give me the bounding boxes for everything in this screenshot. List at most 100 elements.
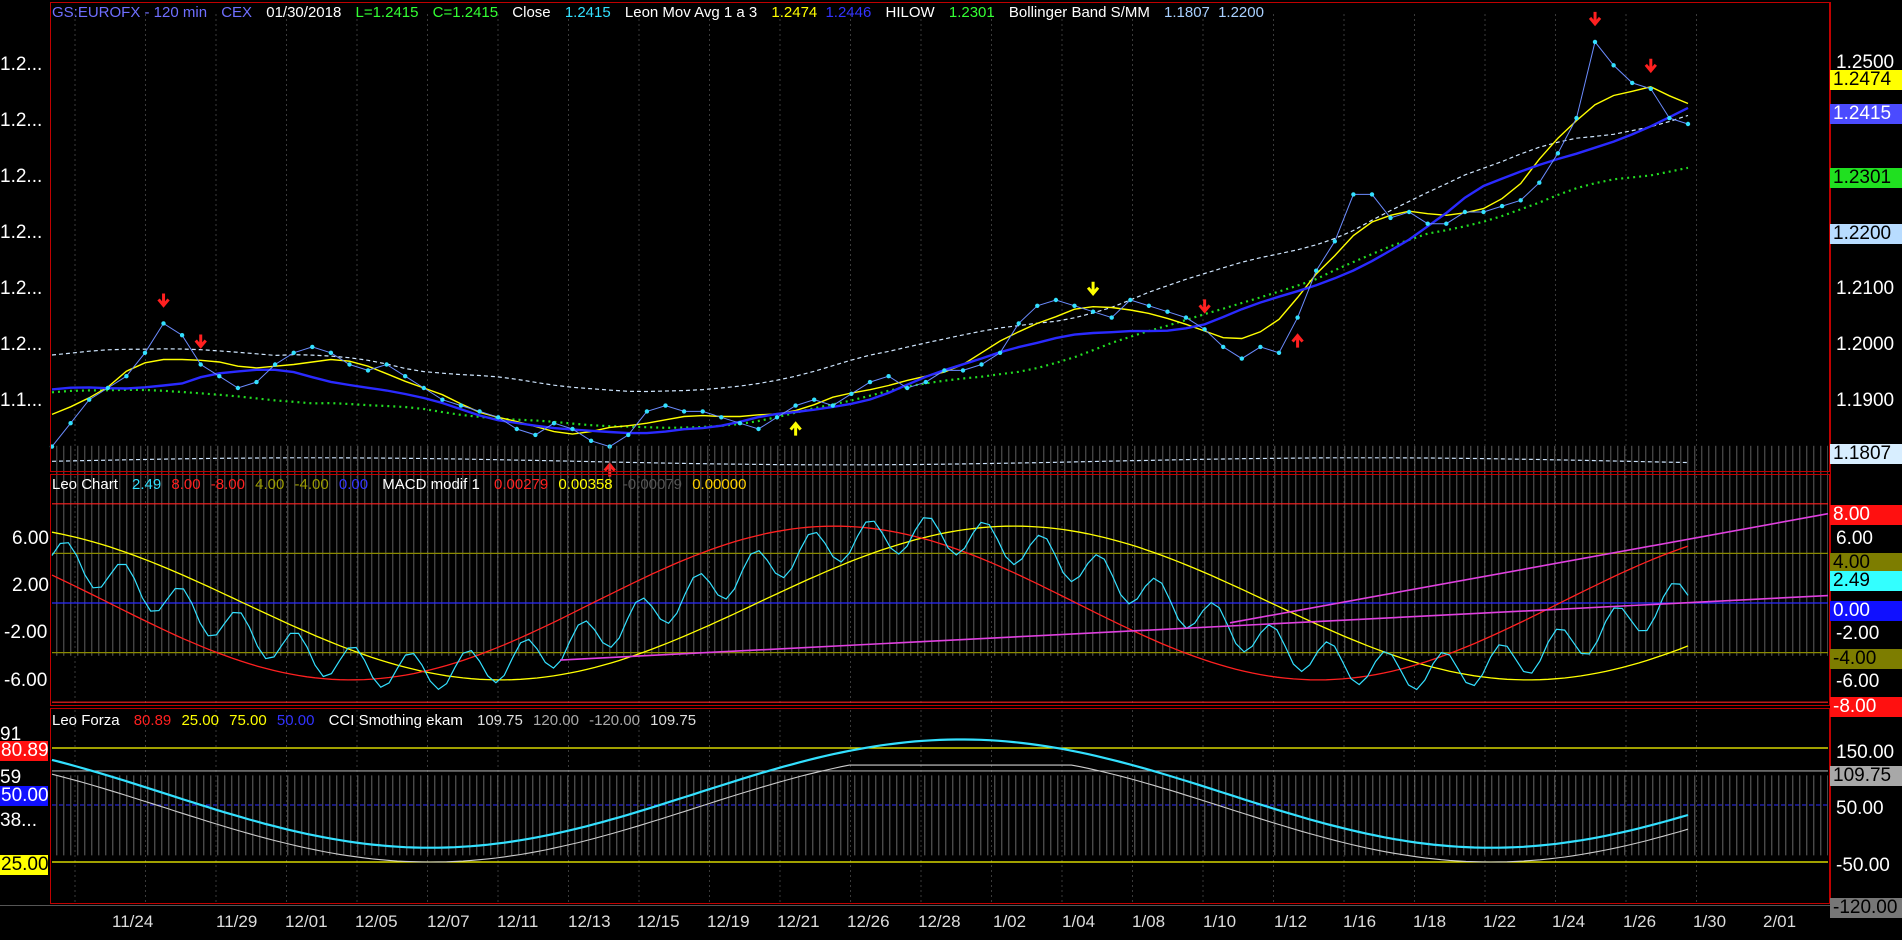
close-point [1295,315,1300,320]
close-point [87,397,92,402]
close-point [1406,209,1412,215]
macd-level-minus-4-tag: -4.00 [1830,649,1902,669]
date-tick: 12/21 [777,912,820,931]
close-point [1648,86,1654,92]
close-point [1537,180,1542,185]
price-left-tick: 1.2... [0,334,43,355]
date-tick: 12/07 [427,912,470,931]
close-point [1630,80,1635,86]
price-left-tick: 1.2... [0,110,43,131]
close-point [719,415,724,420]
close-point [1035,303,1040,308]
close-point [105,385,111,391]
date-tick: 12/01 [285,912,328,931]
bottom-axis-border [0,905,1902,906]
leo-chart-value: 2.49 [132,476,162,493]
bollinger-upper-tag: 1.2200 [1830,224,1902,244]
close-value: 1.2415 [564,4,611,21]
close-point [551,421,557,426]
cci-value-tag: 109.75 [1830,766,1902,786]
cci-value-1: 109.75 [476,712,523,729]
close-point [663,403,668,408]
date-tick: 12/05 [355,912,398,931]
date-label: 01/30/2018 [266,4,342,21]
close-point [830,403,835,408]
close-point [514,426,519,432]
macd-zero-tag: 0.00 [1830,601,1902,621]
bollinger-lower-tag: 1.1807 [1830,444,1902,464]
close-point [1128,297,1133,303]
macd-histogram [52,445,1828,656]
date-tick: 1/02 [993,912,1027,931]
bollinger-value-1: 1.1807 [1164,4,1210,21]
close-point [1165,309,1170,314]
cci-right-tick: -50.00 [1836,855,1890,876]
close-point [403,374,408,379]
price-left-tick: 1.1... [0,390,43,411]
mov-avg-blue-tag: 1.2415 [1830,104,1902,124]
leo-level-0: 0.00 [338,476,369,493]
close-point [1109,315,1114,320]
close-point [997,350,1003,355]
close-point [1016,321,1021,326]
close-label: Close [512,4,551,21]
macd-level-4-tag: 4.00 [1830,553,1902,573]
signal-arrow-down [1588,11,1602,27]
cci-label: CCI Smothing ekam [328,712,463,729]
close-point [1072,303,1077,308]
leo-chart-label: Leo Chart [52,476,118,493]
date-tick: 11/24 [112,912,154,931]
date-tick: 1/04 [1062,912,1096,931]
close-point [812,397,817,402]
low-label: L=1.2415 [355,4,419,21]
close-point [1425,221,1430,226]
date-tick: 1/10 [1203,912,1237,931]
hilow-value: 1.2301 [948,4,995,21]
date-tick: 1/30 [1693,912,1727,931]
macd-right-tick: -6.00 [1836,671,1880,692]
close-point [1499,203,1505,209]
close-point [942,368,947,373]
signal-arrow-down [1086,281,1100,297]
symbol-label: GS:EUROFX - 120 min [52,4,208,21]
close-point [1481,209,1486,215]
close-point [533,432,538,438]
close-point [421,385,426,391]
date-tick: 1/08 [1132,912,1166,931]
price-right-tick: 1.2000 [1836,334,1895,355]
mov-avg-label: Leon Mov Avg 1 a 3 [624,4,758,21]
date-tick: 1/18 [1413,912,1447,931]
date-tick: 2/01 [1763,912,1797,931]
macd-value-3: -0.00079 [622,476,683,493]
close-point [867,379,873,385]
macd-red-line [51,525,1689,681]
close-point [1258,344,1263,350]
bollinger-value-2: 1.2200 [1218,4,1264,21]
close-point [198,362,203,367]
close-point [440,397,445,402]
bollinger-label: Bollinger Band S/MM [1008,4,1150,21]
close-point [458,403,464,408]
close-point [1090,309,1096,314]
close-point [905,385,910,391]
date-tick: 12/15 [637,912,680,931]
close-point [886,374,891,379]
close-point [365,368,371,373]
close-point [68,421,73,426]
cci-right-tick: 150.00 [1836,742,1895,763]
cci-value-4: 109.75 [650,712,697,729]
hilow-green-tag: 1.2301 [1830,168,1902,188]
cci-pane-frame [50,708,1830,904]
date-tick: 1/22 [1483,912,1517,931]
close-point [1221,344,1226,350]
close-point [384,362,389,367]
macd-level-8-tag: 8.00 [1830,505,1902,525]
forza-level-25: 25.00 [181,712,219,729]
macd-label: MACD modif 1 [382,476,480,493]
close-point [254,379,259,385]
date-tick: 12/19 [707,912,750,931]
close-point [960,368,966,373]
leo-level-minus-8: -8.00 [210,476,245,493]
close-point [756,426,761,432]
macd-pane [51,445,1829,703]
